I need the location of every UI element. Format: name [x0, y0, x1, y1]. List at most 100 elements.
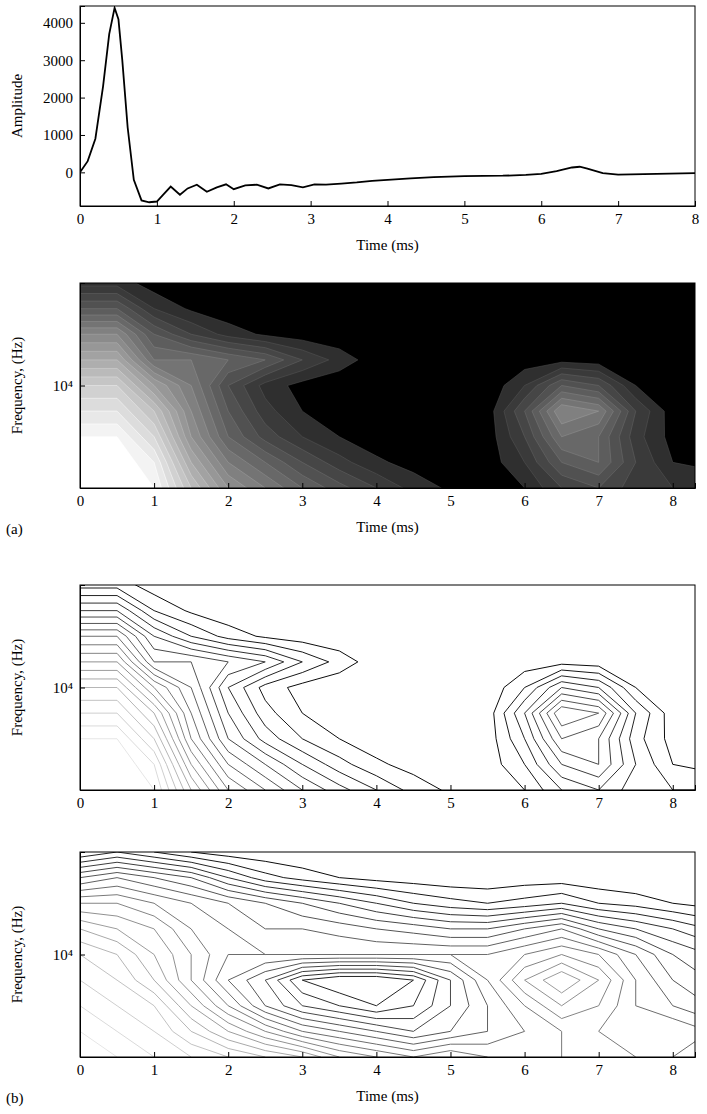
x-tick-label: 5: [461, 211, 469, 227]
panel-3: 01234567810⁴Time (ms)Frequency, (Hz)(b): [6, 839, 707, 1107]
cell: [432, 450, 469, 476]
x-tick-label: 6: [521, 795, 529, 811]
cell: [395, 373, 432, 399]
cell: [80, 916, 99, 942]
cell: [617, 321, 654, 347]
x-tick-label: 6: [521, 493, 529, 509]
cell: [247, 623, 284, 649]
marks: [80, 852, 695, 1057]
y-tick-label: 10⁴: [53, 680, 73, 696]
contour-line: [80, 920, 580, 1057]
cell: [358, 649, 395, 675]
x-tick-mark: [154, 785, 155, 790]
cell: [321, 373, 358, 399]
cell: [654, 283, 691, 296]
x-tick-label: 3: [299, 1062, 307, 1078]
x-tick-label: 0: [77, 1062, 85, 1078]
cell: [432, 283, 469, 296]
x-tick-label: 2: [225, 493, 233, 509]
x-tick: 3: [307, 201, 315, 227]
contour-band: [80, 424, 162, 488]
contour-line: [80, 630, 599, 790]
cell: [80, 777, 99, 790]
cell: [543, 623, 580, 649]
cell: [99, 1044, 136, 1057]
cell: [432, 623, 469, 649]
x-tick-label: 1: [151, 795, 159, 811]
x-tick-mark: [450, 483, 451, 488]
cell: [617, 598, 654, 624]
cell: [358, 967, 395, 993]
y-axis: 10⁴: [53, 284, 85, 489]
cells: [80, 852, 695, 1057]
x-axis-title: Time (ms): [356, 237, 418, 254]
y-axis-title: Frequency, (Hz): [9, 639, 26, 736]
cell: [284, 852, 321, 865]
cell: [654, 1044, 691, 1057]
x-tick: 5: [461, 201, 469, 227]
contour-band: [80, 377, 191, 488]
cell: [691, 398, 695, 424]
plot-frame: [80, 6, 695, 206]
cell: [580, 777, 617, 790]
y-tick-label: 10⁴: [53, 947, 73, 963]
contour-line: [80, 645, 228, 790]
x-tick-label: 8: [692, 211, 700, 227]
cell: [580, 623, 617, 649]
x-tick: 6: [538, 201, 546, 227]
cell: [432, 890, 469, 916]
y-tick: 3000: [43, 53, 85, 69]
cell: [247, 585, 284, 598]
x-tick-label: 8: [670, 493, 678, 509]
contour-line: [80, 588, 695, 790]
y-tick-mark: [80, 955, 85, 956]
contour-band: [80, 351, 219, 488]
cell: [543, 283, 580, 296]
cell: [358, 373, 395, 399]
cell: [358, 347, 395, 373]
cell: [469, 777, 506, 790]
cell: [432, 398, 469, 424]
cell: [395, 283, 432, 296]
contour-line: [80, 596, 636, 790]
cell: [506, 1044, 543, 1057]
cell: [506, 852, 543, 865]
cell: [469, 623, 506, 649]
y-axis-title: Frequency, (Hz): [9, 337, 26, 434]
contour-band: [80, 398, 176, 488]
cell: [617, 585, 654, 598]
x-tick-label: 2: [225, 795, 233, 811]
x-tick: 7: [595, 785, 603, 811]
cell: [654, 296, 691, 322]
figure: 01234567801000200030004000Time (ms)Ampli…: [0, 0, 707, 1114]
cell: [395, 598, 432, 624]
contour-line: [80, 862, 695, 1057]
panel-2: 01234567810⁴Frequency, (Hz): [9, 572, 707, 810]
cell: [691, 942, 695, 968]
cell: [469, 726, 506, 752]
contour-line: [80, 713, 169, 790]
cell: [247, 726, 284, 752]
x-tick-mark: [154, 1052, 155, 1057]
x-tick: 5: [447, 483, 455, 509]
cell: [543, 598, 580, 624]
cell: [543, 585, 580, 598]
x-tick-mark: [157, 201, 158, 206]
y-axis-line: [81, 853, 86, 1058]
cell: [580, 649, 617, 675]
cell: [358, 726, 395, 752]
cell: [654, 347, 691, 373]
contour-band: [80, 309, 621, 488]
plot-frame: [80, 283, 695, 488]
cell: [210, 585, 247, 598]
x-axis-title: Time (ms): [356, 519, 418, 536]
contour-line: [80, 873, 695, 1057]
cell: [395, 675, 432, 701]
x-tick-mark: [695, 201, 696, 206]
cell: [506, 321, 543, 347]
x-tick-label: 8: [670, 1062, 678, 1078]
x-tick-label: 1: [151, 493, 159, 509]
contour-line: [80, 878, 695, 1057]
cell: [580, 598, 617, 624]
x-tick: 1: [154, 201, 162, 227]
